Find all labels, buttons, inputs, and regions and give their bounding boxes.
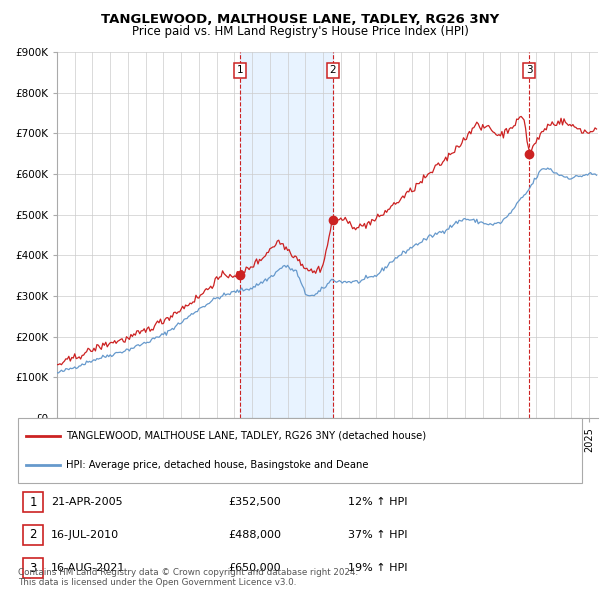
Text: 1: 1 [236,65,243,76]
Text: HPI: Average price, detached house, Basingstoke and Deane: HPI: Average price, detached house, Basi… [66,460,368,470]
Text: 19% ↑ HPI: 19% ↑ HPI [348,563,407,573]
Text: 21-APR-2005: 21-APR-2005 [51,497,122,507]
Text: 16-AUG-2021: 16-AUG-2021 [51,563,125,573]
Text: 16-JUL-2010: 16-JUL-2010 [51,530,119,540]
Bar [239,52,332,418]
Text: 1: 1 [29,496,37,509]
Text: Contains HM Land Registry data © Crown copyright and database right 2024.
This d: Contains HM Land Registry data © Crown c… [18,568,358,587]
Text: 3: 3 [526,65,532,76]
Text: £352,500: £352,500 [228,497,281,507]
Text: £650,000: £650,000 [228,563,281,573]
Text: 3: 3 [29,562,37,575]
Text: £488,000: £488,000 [228,530,281,540]
Text: TANGLEWOOD, MALTHOUSE LANE, TADLEY, RG26 3NY (detached house): TANGLEWOOD, MALTHOUSE LANE, TADLEY, RG26… [66,431,426,441]
Text: 2: 2 [329,65,336,76]
Text: 2: 2 [29,529,37,542]
Text: 12% ↑ HPI: 12% ↑ HPI [348,497,407,507]
Text: 37% ↑ HPI: 37% ↑ HPI [348,530,407,540]
Text: TANGLEWOOD, MALTHOUSE LANE, TADLEY, RG26 3NY: TANGLEWOOD, MALTHOUSE LANE, TADLEY, RG26… [101,13,499,26]
Text: Price paid vs. HM Land Registry's House Price Index (HPI): Price paid vs. HM Land Registry's House … [131,25,469,38]
